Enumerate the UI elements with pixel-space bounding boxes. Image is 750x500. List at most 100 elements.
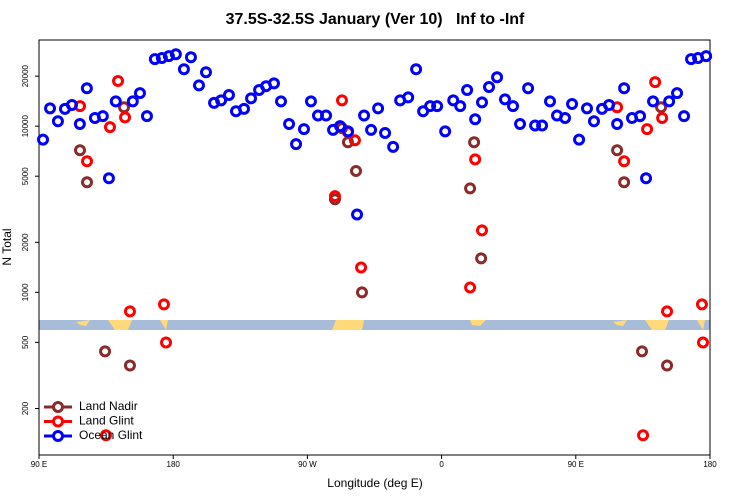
- point: [320, 109, 333, 122]
- point: [611, 144, 624, 157]
- point: [44, 102, 57, 115]
- point: [177, 63, 190, 76]
- point: [65, 99, 78, 112]
- point: [304, 95, 317, 108]
- point: [157, 298, 170, 311]
- point: [475, 252, 488, 265]
- point: [566, 97, 579, 110]
- point: [640, 172, 653, 185]
- point: [696, 336, 709, 349]
- land-strip: [108, 320, 132, 330]
- point: [454, 100, 467, 113]
- plot-frame: [38, 39, 711, 456]
- map-strip: [39, 320, 710, 330]
- x-tick-label: 180: [167, 460, 181, 469]
- point: [663, 95, 676, 108]
- point: [685, 53, 698, 66]
- point: [81, 155, 94, 168]
- point: [184, 51, 197, 64]
- point: [99, 345, 112, 358]
- point: [431, 100, 444, 113]
- point: [641, 123, 654, 136]
- point: [140, 110, 153, 123]
- point: [297, 123, 310, 136]
- point: [461, 84, 474, 97]
- point: [81, 176, 94, 189]
- point: [580, 102, 593, 115]
- point: [109, 95, 122, 108]
- point: [618, 155, 631, 168]
- point: [372, 102, 385, 115]
- point: [74, 144, 87, 157]
- point: [498, 93, 511, 106]
- point: [476, 224, 489, 237]
- land-strip: [697, 320, 705, 330]
- point: [96, 110, 109, 123]
- point: [661, 305, 674, 318]
- legend-label: Land Glint: [79, 414, 134, 428]
- point: [351, 208, 364, 221]
- point: [476, 96, 489, 109]
- point: [447, 94, 460, 107]
- point: [126, 95, 139, 108]
- x-axis-label: Longitude (deg E): [327, 476, 422, 490]
- point: [468, 136, 481, 149]
- point: [102, 172, 115, 185]
- y-tick-label: 1000: [21, 283, 30, 301]
- y-tick-label: 20000: [21, 64, 30, 87]
- land-strip: [613, 320, 627, 326]
- point: [335, 94, 348, 107]
- point: [491, 71, 504, 84]
- y-tick-label: 500: [21, 335, 30, 349]
- point: [200, 66, 213, 79]
- point: [160, 336, 173, 349]
- point: [238, 102, 251, 115]
- point: [573, 133, 586, 146]
- y-tick-label: 200: [21, 401, 30, 415]
- point: [656, 111, 669, 124]
- point: [507, 100, 520, 113]
- point: [328, 190, 341, 203]
- y-tick-label: 10000: [21, 114, 30, 137]
- point: [387, 140, 400, 153]
- point: [439, 125, 452, 138]
- ocean-strip: [39, 320, 710, 330]
- point: [647, 95, 660, 108]
- point: [119, 111, 132, 124]
- chart-title: 37.5S-32.5S January (Ver 10) Inf to -Inf: [226, 11, 525, 28]
- point: [661, 359, 674, 372]
- point: [522, 82, 535, 95]
- legend-marker: [52, 415, 64, 428]
- legend-marker: [52, 401, 64, 413]
- point: [334, 120, 347, 133]
- x-tick-label: 180: [703, 460, 717, 469]
- point: [700, 50, 713, 63]
- land-strip: [76, 320, 90, 326]
- point: [402, 91, 415, 104]
- point: [342, 125, 355, 138]
- point: [133, 87, 146, 100]
- point: [222, 89, 235, 102]
- point: [112, 74, 125, 87]
- point: [424, 100, 437, 113]
- land-strip: [332, 320, 364, 330]
- point: [464, 182, 477, 195]
- land-strip: [645, 320, 669, 330]
- x-tick-label: 90 W: [298, 460, 317, 469]
- land-strip: [160, 320, 168, 330]
- point: [559, 111, 572, 124]
- point: [99, 429, 112, 442]
- x-tick-label: 90 E: [31, 460, 47, 469]
- x-tick-label: 90 E: [568, 460, 584, 469]
- point: [678, 110, 691, 123]
- point: [123, 305, 136, 318]
- point: [544, 95, 557, 108]
- point: [469, 113, 482, 126]
- point: [636, 345, 649, 358]
- point: [245, 92, 258, 105]
- point: [283, 118, 296, 131]
- point: [355, 286, 368, 299]
- point: [37, 133, 50, 146]
- point: [618, 82, 631, 95]
